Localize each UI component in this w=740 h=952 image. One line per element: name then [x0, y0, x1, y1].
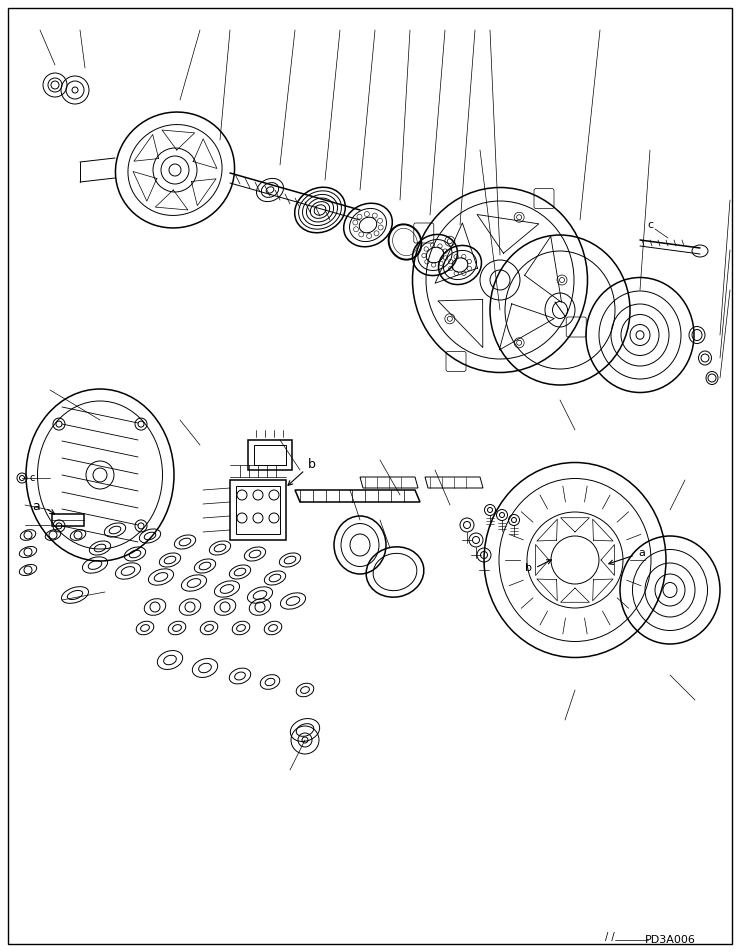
Text: a: a — [639, 548, 645, 558]
Text: PD3A006: PD3A006 — [645, 935, 696, 945]
Text: b: b — [308, 459, 316, 471]
Text: / /: / / — [605, 932, 615, 942]
Text: c: c — [647, 220, 653, 230]
Bar — [254, 445, 286, 465]
Bar — [230, 480, 286, 540]
Bar — [52, 514, 84, 526]
Text: c: c — [30, 473, 35, 483]
Bar — [236, 486, 280, 534]
Text: b: b — [525, 563, 531, 573]
Text: a: a — [32, 501, 40, 513]
Bar — [248, 440, 292, 470]
